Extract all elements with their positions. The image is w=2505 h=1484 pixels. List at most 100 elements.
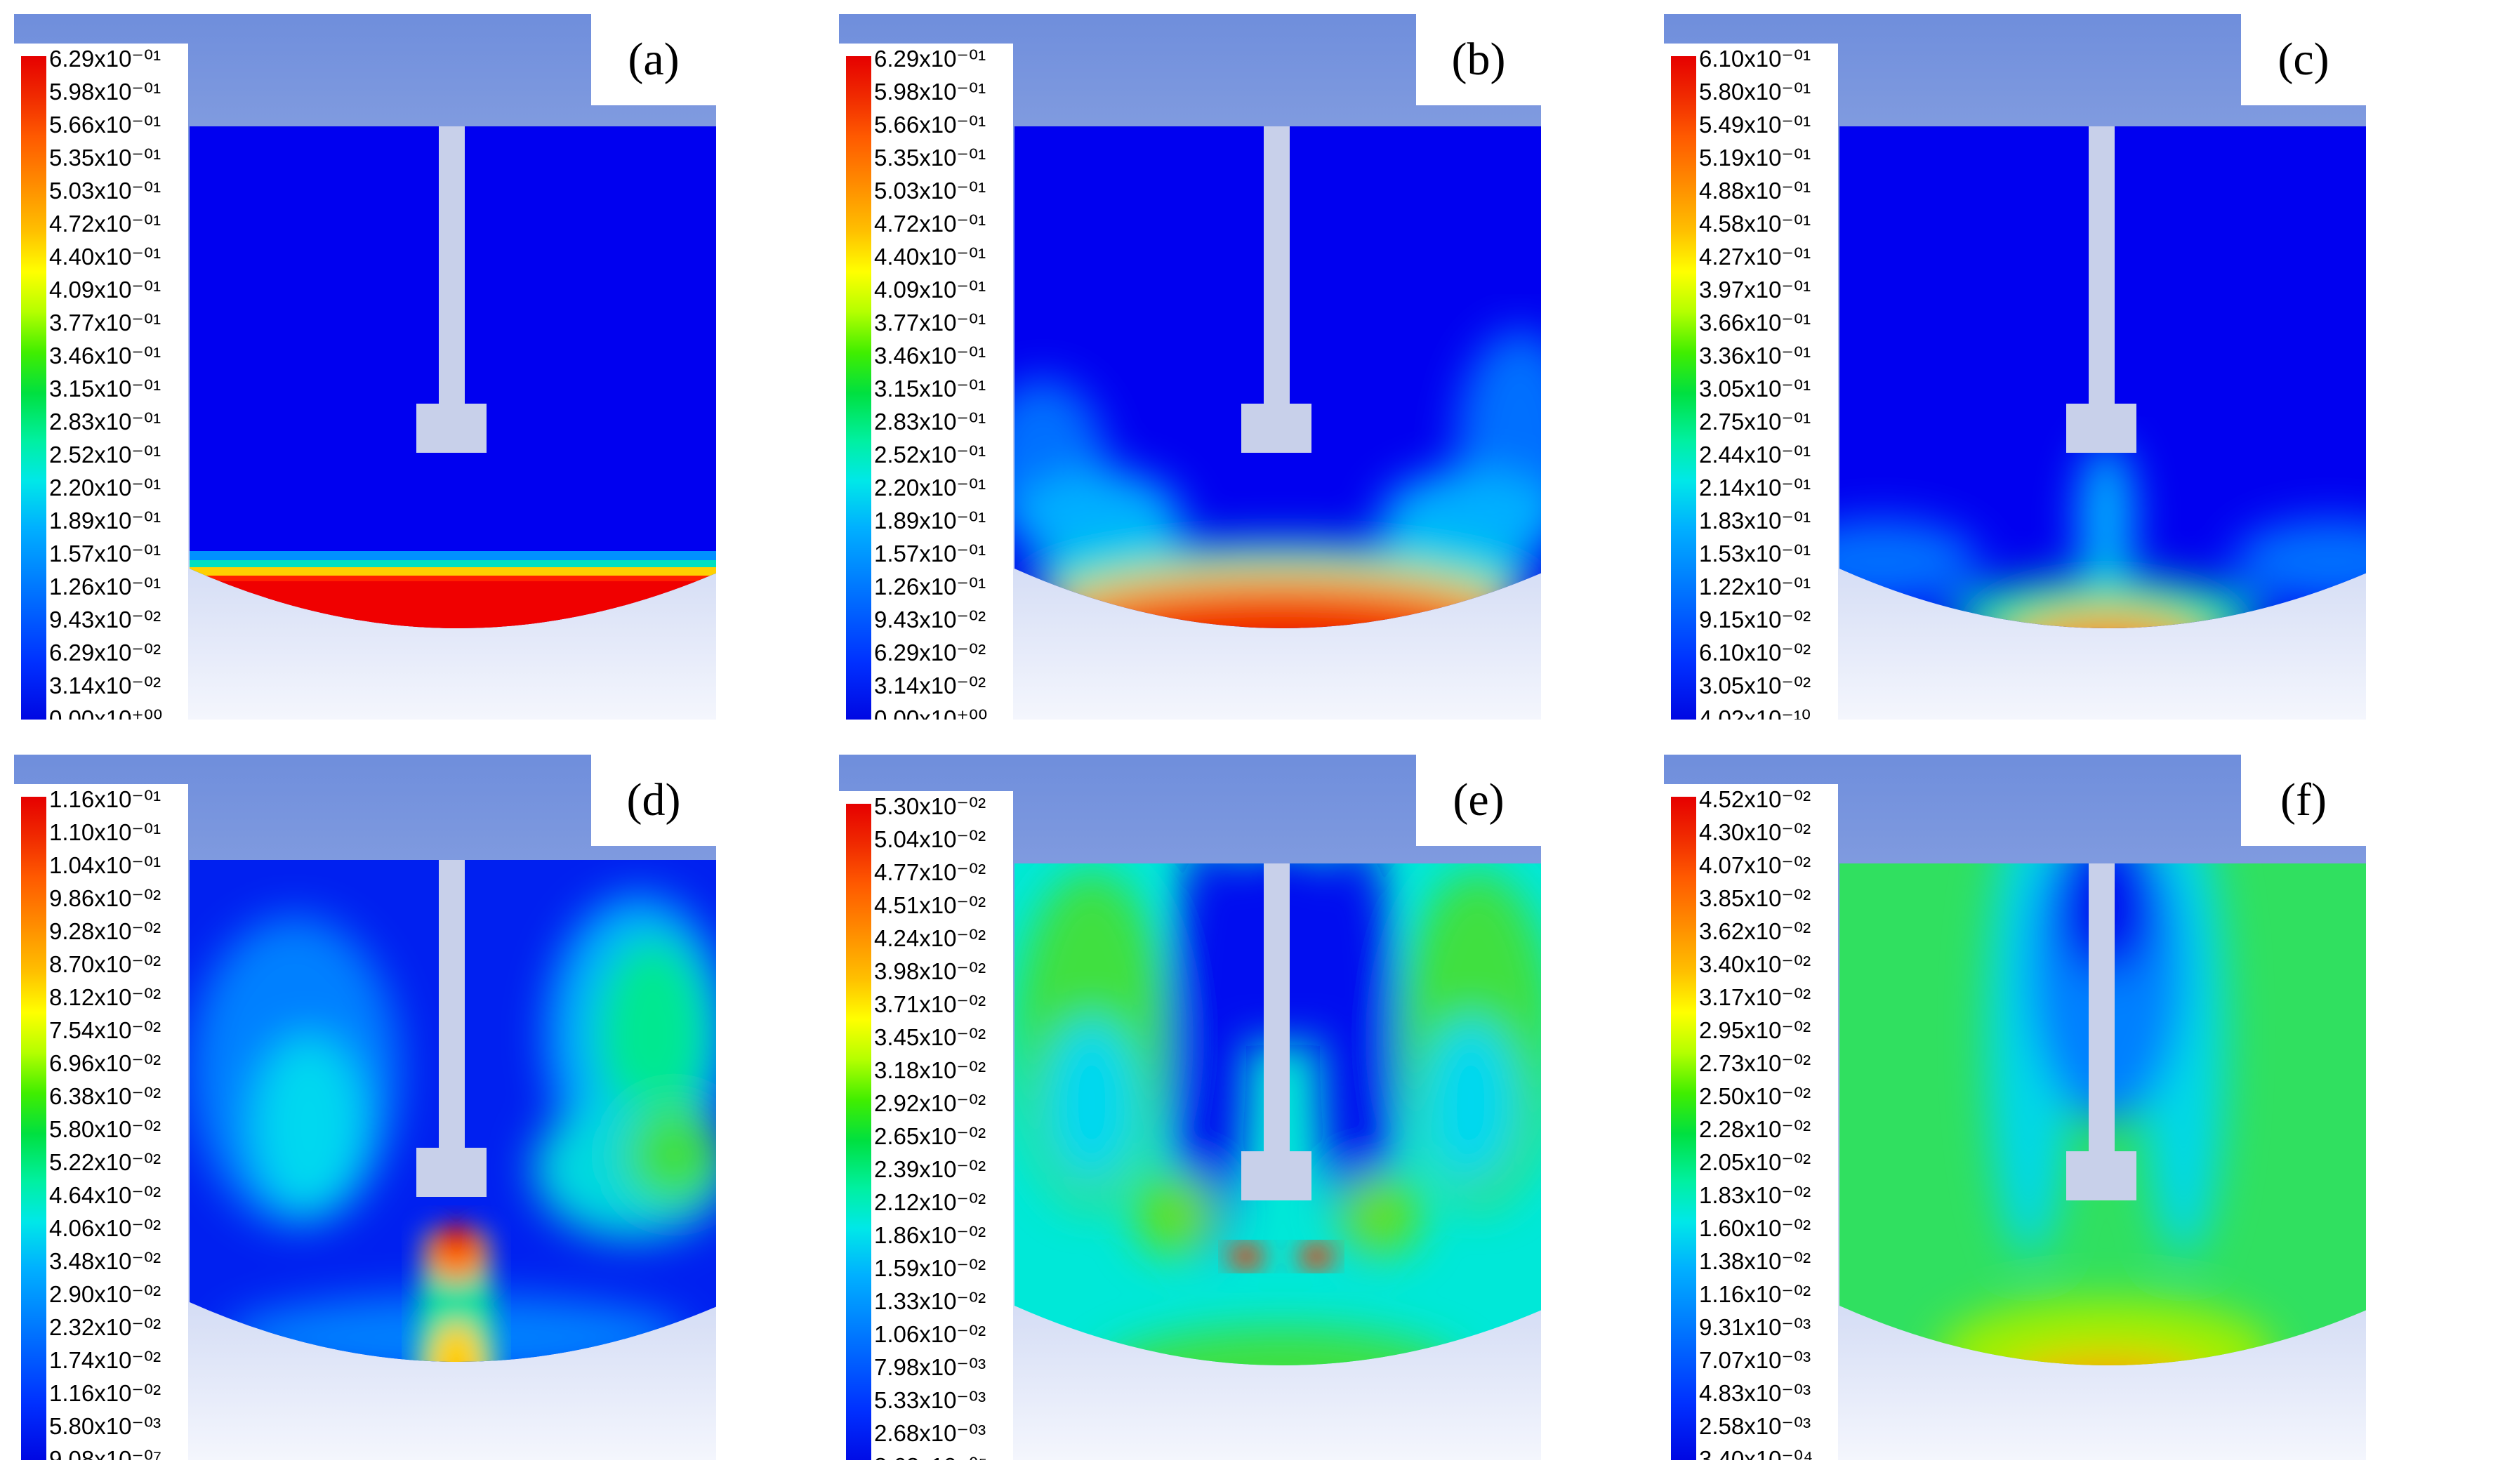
legend-value: 3.98x10⁻⁰² [874, 958, 986, 984]
legend-value: 2.52x10⁻⁰¹ [874, 442, 986, 468]
legend-value: 9.08x10⁻⁰⁷ [49, 1446, 162, 1460]
panel-label-d: (d) [591, 755, 716, 846]
legend-value: 4.40x10⁻⁰¹ [874, 244, 986, 270]
legend-value: 6.10x10⁻⁰¹ [1699, 46, 1811, 72]
colorbar [846, 56, 871, 720]
legend-value: 7.07x10⁻⁰³ [1699, 1347, 1811, 1373]
legend-value: 5.03x10⁻⁰¹ [49, 178, 161, 204]
legend-value: 1.16x10⁻⁰² [49, 1380, 161, 1406]
legend-value: 1.57x10⁻⁰¹ [49, 541, 161, 567]
legend-value: 4.09x10⁻⁰¹ [874, 277, 986, 303]
legend-value: 1.59x10⁻⁰² [874, 1255, 986, 1281]
legend-value: 3.66x10⁻⁰¹ [1699, 310, 1811, 336]
legend-value: 4.07x10⁻⁰² [1699, 852, 1811, 878]
legend-value: 4.88x10⁻⁰¹ [1699, 178, 1811, 204]
colorbar-legend-c: 6.10x10⁻⁰¹ 5.80x10⁻⁰¹ 5.49x10⁻⁰¹ 5.19x10⁻⁰¹… [1664, 44, 1838, 720]
legend-value: 4.72x10⁻⁰¹ [49, 211, 161, 237]
legend-value: 3.17x10⁻⁰² [1699, 984, 1811, 1010]
colorbar [1671, 797, 1696, 1460]
tank-contour-b [1014, 126, 1541, 628]
legend-value: 3.14x10⁻⁰² [874, 673, 986, 698]
legend-value: 5.22x10⁻⁰² [49, 1149, 161, 1175]
legend-value: 4.09x10⁻⁰¹ [49, 277, 161, 303]
legend-value: 3.45x10⁻⁰² [874, 1024, 986, 1050]
legend-value: 1.26x10⁻⁰¹ [49, 574, 161, 599]
legend-value: 4.77x10⁻⁰² [874, 859, 986, 885]
colorbar-legend-d: 1.16x10⁻⁰¹ 1.10x10⁻⁰¹ 1.04x10⁻⁰¹ 9.86x10⁻⁰²… [14, 784, 188, 1460]
legend-value: 2.83x10⁻⁰¹ [49, 409, 161, 435]
contour-panel-f: (f) 4.52x10⁻⁰² 4.30x10⁻⁰² 4.07x10⁻⁰² 3.85x1… [1664, 755, 2366, 1460]
legend-value: 1.57x10⁻⁰¹ [874, 541, 986, 567]
legend-value: 2.73x10⁻⁰² [1699, 1050, 1811, 1076]
tank-contour-f [1839, 863, 2366, 1365]
legend-value: 3.77x10⁻⁰¹ [49, 310, 161, 336]
legend-value: 9.31x10⁻⁰³ [1699, 1314, 1811, 1340]
legend-value: 3.77x10⁻⁰¹ [874, 310, 986, 336]
legend-value: 1.26x10⁻⁰¹ [874, 574, 986, 599]
legend-value: 3.14x10⁻⁰² [49, 673, 161, 698]
legend-value: 3.97x10⁻⁰¹ [1699, 277, 1811, 303]
legend-value: 9.28x10⁻⁰² [49, 918, 161, 944]
legend-value: 5.98x10⁻⁰¹ [49, 79, 161, 105]
legend-value: 5.33x10⁻⁰³ [874, 1387, 986, 1413]
legend-value: 1.33x10⁻⁰² [874, 1288, 986, 1314]
legend-value: 6.29x10⁻⁰¹ [49, 46, 161, 72]
legend-value: 5.80x10⁻⁰³ [49, 1413, 161, 1439]
contour-panel-b: (b) 6.29x10⁻⁰¹ 5.98x10⁻⁰¹ 5.66x10⁻⁰¹ 5.35x1… [839, 14, 1541, 720]
legend-value: 5.80x10⁻⁰² [49, 1116, 161, 1142]
legend-value: 3.40x10⁻⁰² [1699, 951, 1811, 977]
legend-value: 3.18x10⁻⁰² [874, 1057, 986, 1083]
legend-value: 4.02x10⁻¹⁰ [1699, 705, 1811, 720]
legend-value: 5.30x10⁻⁰² [874, 793, 986, 819]
legend-value: 5.03x10⁻⁰¹ [874, 178, 986, 204]
legend-value: 6.38x10⁻⁰² [49, 1083, 161, 1109]
legend-value: 1.74x10⁻⁰² [49, 1347, 161, 1373]
legend-value: 7.98x10⁻⁰³ [874, 1354, 986, 1380]
tank-contour-e [1014, 863, 1541, 1365]
legend-value: 2.83x10⁻⁰¹ [874, 409, 986, 435]
legend-value: 3.15x10⁻⁰¹ [874, 376, 986, 402]
legend-value: 4.83x10⁻⁰³ [1699, 1380, 1811, 1406]
legend-value: 9.15x10⁻⁰² [1699, 607, 1811, 632]
legend-value: 2.28x10⁻⁰² [1699, 1116, 1811, 1142]
legend-value: 4.64x10⁻⁰² [49, 1182, 161, 1208]
legend-value: 4.24x10⁻⁰² [874, 925, 986, 951]
legend-value: 3.15x10⁻⁰¹ [49, 376, 161, 402]
legend-value: 5.80x10⁻⁰¹ [1699, 79, 1811, 105]
legend-value: 4.72x10⁻⁰¹ [874, 211, 986, 237]
colorbar [846, 804, 871, 1460]
legend-value: 5.35x10⁻⁰¹ [874, 145, 986, 171]
tank-contour-a [190, 126, 716, 628]
legend-value: 2.14x10⁻⁰¹ [1699, 475, 1811, 501]
legend-value: 1.04x10⁻⁰¹ [49, 852, 161, 878]
legend-value: 3.71x10⁻⁰² [874, 991, 986, 1017]
legend-value: 2.58x10⁻⁰³ [1699, 1413, 1811, 1439]
legend-value: 2.65x10⁻⁰² [874, 1123, 986, 1149]
legend-value: 2.50x10⁻⁰² [1699, 1083, 1811, 1109]
legend-value: 2.12x10⁻⁰² [874, 1189, 986, 1215]
legend-value: 5.98x10⁻⁰¹ [874, 79, 986, 105]
legend-value: 4.06x10⁻⁰² [49, 1215, 161, 1241]
legend-value: 4.52x10⁻⁰² [1699, 786, 1811, 812]
legend-value: 9.43x10⁻⁰² [49, 607, 161, 632]
legend-value: 2.75x10⁻⁰¹ [1699, 409, 1811, 435]
colorbar [1671, 56, 1696, 720]
legend-value: 2.20x10⁻⁰¹ [49, 475, 161, 501]
legend-value: 3.46x10⁻⁰¹ [874, 343, 986, 369]
legend-value: 2.05x10⁻⁰² [1699, 1149, 1811, 1175]
legend-value: 1.16x10⁻⁰¹ [49, 786, 161, 812]
legend-value: 6.96x10⁻⁰² [49, 1050, 161, 1076]
legend-value: 3.40x10⁻⁰⁴ [1699, 1446, 1813, 1460]
legend-value: 8.70x10⁻⁰² [49, 951, 161, 977]
legend-value: 1.83x10⁻⁰² [1699, 1182, 1811, 1208]
legend-value: 9.86x10⁻⁰² [49, 885, 161, 911]
legend-value: 2.32x10⁻⁰² [49, 1314, 161, 1340]
legend-value: 5.19x10⁻⁰¹ [1699, 145, 1811, 171]
legend-value: 3.62x10⁻⁰² [1699, 918, 1811, 944]
legend-value: 1.60x10⁻⁰² [1699, 1215, 1811, 1241]
legend-value: 5.49x10⁻⁰¹ [1699, 112, 1811, 138]
legend-value: 2.20x10⁻⁰¹ [874, 475, 986, 501]
legend-value: 4.51x10⁻⁰² [874, 892, 986, 918]
legend-value: 2.52x10⁻⁰¹ [49, 442, 161, 468]
legend-value: 7.54x10⁻⁰² [49, 1017, 161, 1043]
